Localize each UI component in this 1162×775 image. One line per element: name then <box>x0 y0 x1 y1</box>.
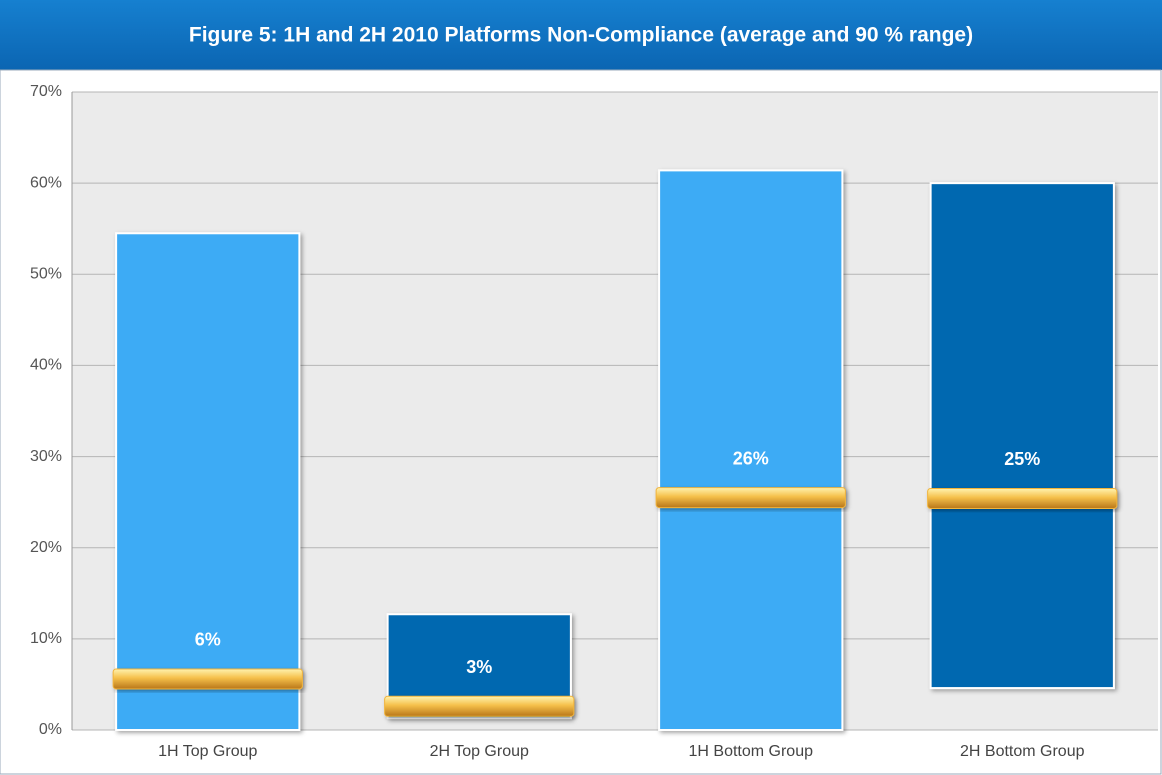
y-tick-label: 0% <box>39 721 62 738</box>
range-bar <box>115 232 301 731</box>
range-bar <box>658 169 844 731</box>
x-tick-label: 1H Bottom Group <box>689 743 814 760</box>
x-tick-label: 2H Top Group <box>430 743 529 760</box>
range-bar <box>929 182 1115 690</box>
y-tick-label: 40% <box>30 357 62 374</box>
title-band <box>0 0 1162 70</box>
value-label: 6% <box>195 630 221 650</box>
average-marker <box>384 695 575 717</box>
y-tick-label: 10% <box>30 630 62 647</box>
x-tick-label: 2H Bottom Group <box>960 743 1085 760</box>
y-tick-label: 70% <box>30 83 62 100</box>
average-marker <box>655 487 846 509</box>
value-label: 26% <box>733 448 769 468</box>
frame <box>0 69 1162 775</box>
value-label: 25% <box>1004 449 1040 469</box>
average-marker <box>927 487 1118 509</box>
y-tick-label: 20% <box>30 539 62 556</box>
x-tick-label: 1H Top Group <box>158 743 257 760</box>
y-tick-label: 50% <box>30 266 62 283</box>
chart-title: Figure 5: 1H and 2H 2010 Platforms Non-C… <box>189 24 973 47</box>
y-tick-label: 60% <box>30 174 62 191</box>
value-label: 3% <box>466 657 492 677</box>
average-marker <box>112 668 303 690</box>
y-tick-label: 30% <box>30 448 62 465</box>
